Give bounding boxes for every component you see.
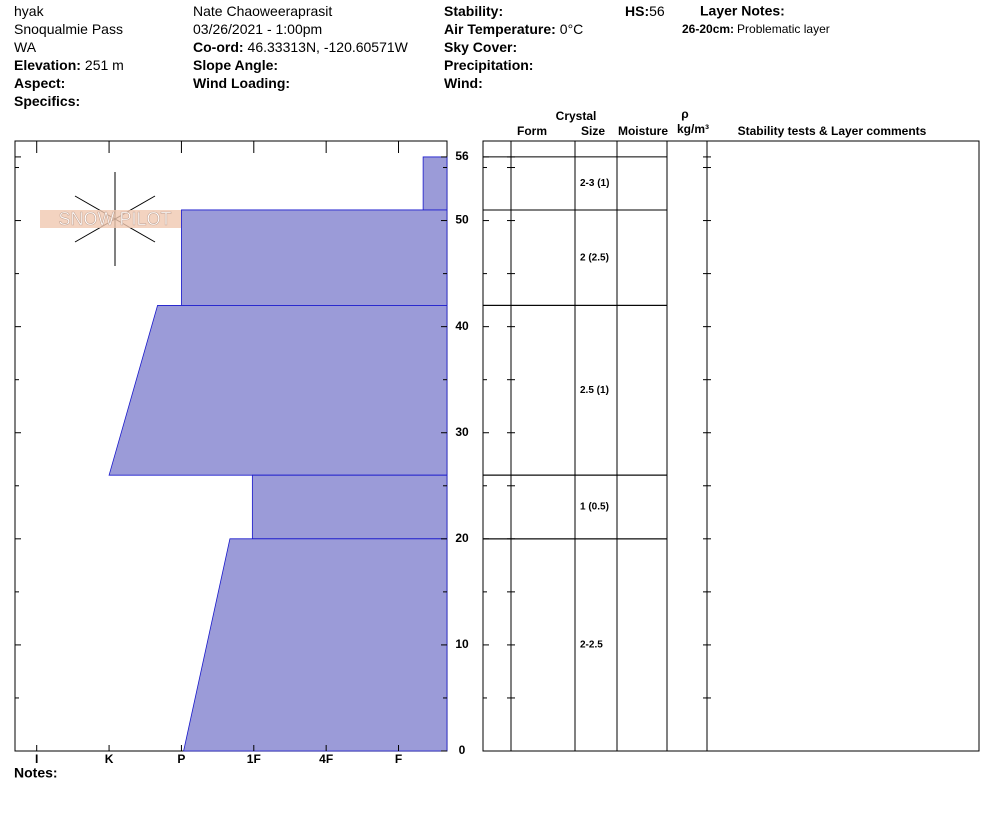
header-field: Air Temperature: 0°C — [444, 21, 583, 37]
field-label: Stability: — [444, 3, 503, 19]
hardness-layer — [181, 209, 448, 306]
field-value: 0°C — [560, 21, 584, 37]
column-header: ρ — [681, 107, 688, 121]
header-field: Co-ord: 46.33313N, -120.60571W — [193, 39, 409, 55]
y-tick-label: 56 — [455, 149, 469, 163]
note-text: Problematic layer — [737, 22, 830, 36]
hardness-layer — [422, 156, 448, 211]
logo — [40, 172, 190, 266]
x-tick-label: F — [395, 752, 402, 766]
column-header: Stability tests & Layer comments — [738, 124, 927, 138]
note-range: 26-20cm: — [682, 22, 734, 36]
hardness-layer — [183, 538, 448, 752]
crystal-size: 2.5 (1) — [580, 385, 609, 396]
y-tick-label: 30 — [455, 425, 469, 439]
header-field: WA — [14, 39, 37, 55]
header-field: Nate Chaoweeraprasit — [193, 3, 332, 19]
field-label: Sky Cover: — [444, 39, 517, 55]
field-value: 251 m — [85, 57, 124, 73]
field-label: Precipitation: — [444, 57, 533, 73]
y-tick-label: 20 — [455, 531, 469, 545]
field-label: Wind Loading: — [193, 75, 290, 91]
header-field: Snoqualmie Pass — [14, 21, 123, 37]
hardness-layer — [108, 305, 448, 476]
y-tick-label: 50 — [455, 213, 469, 227]
field-value: Snoqualmie Pass — [14, 21, 123, 37]
crystal-size: 2-2.5 — [580, 640, 603, 651]
field-value: hyak — [14, 3, 45, 19]
field-value: Nate Chaoweeraprasit — [193, 3, 332, 19]
y-tick-label: 40 — [455, 319, 469, 333]
layer-note: 26-20cm: Problematic layer — [682, 22, 830, 36]
header-field: Sky Cover: — [444, 39, 517, 55]
layer-notes-label: Layer Notes: — [700, 3, 785, 19]
header-field: 03/26/2021 - 1:00pm — [193, 21, 322, 37]
header-field: Precipitation: — [444, 57, 533, 73]
table-frame — [482, 140, 980, 752]
y-tick-label: 0 — [459, 743, 466, 757]
field-label: Elevation: — [14, 57, 81, 73]
column-header: Moisture — [618, 124, 668, 138]
header-field: Aspect: — [14, 75, 65, 91]
x-tick-label: K — [105, 752, 114, 766]
header-field: Elevation: 251 m — [14, 57, 124, 73]
column-header: Size — [581, 124, 605, 138]
x-tick-label: 4F — [319, 752, 333, 766]
field-label: HS: — [625, 3, 649, 19]
field-value: 03/26/2021 - 1:00pm — [193, 21, 322, 37]
column-header: kg/m³ — [677, 122, 709, 136]
header-field: Stability: — [444, 3, 503, 19]
header-field: Specifics: — [14, 93, 80, 109]
field-label: Aspect: — [14, 75, 65, 91]
logo-text: SNOW PILOT — [58, 209, 171, 229]
header-field: Wind Loading: — [193, 75, 290, 91]
hs: HS:56 — [625, 3, 665, 19]
notes-label: Notes: — [14, 765, 58, 781]
hardness-layer — [251, 474, 448, 540]
header-field: Slope Angle: — [193, 57, 278, 73]
x-tick-label: 1F — [247, 752, 261, 766]
field-label: Co-ord: — [193, 39, 244, 55]
x-tick-label: I — [35, 752, 38, 766]
crystal-size: 1 (0.5) — [580, 502, 609, 513]
y-tick-label: 10 — [455, 637, 469, 651]
field-label: Wind: — [444, 75, 483, 91]
field-label: Air Temperature: — [444, 21, 556, 37]
header-field: hyak — [14, 3, 45, 19]
field-label: Specifics: — [14, 93, 80, 109]
field-value: WA — [14, 39, 37, 55]
field-value: 46.33313N, -120.60571W — [248, 39, 409, 55]
crystal-size: 2 (2.5) — [580, 252, 609, 263]
x-tick-label: P — [177, 752, 185, 766]
crystal-size: 2-3 (1) — [580, 178, 609, 189]
header-field: Wind: — [444, 75, 483, 91]
column-header: Crystal — [556, 109, 597, 123]
field-value: 56 — [649, 3, 665, 19]
column-header: Form — [517, 124, 547, 138]
field-label: Slope Angle: — [193, 57, 278, 73]
